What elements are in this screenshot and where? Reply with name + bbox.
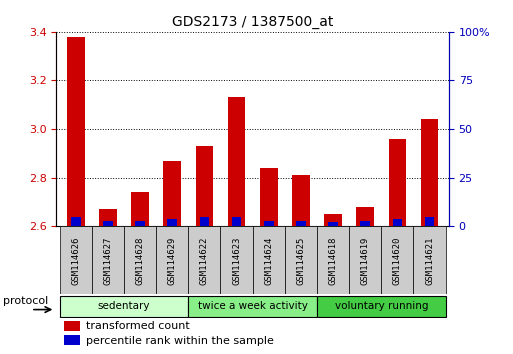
Bar xyxy=(317,226,349,295)
Text: sedentary: sedentary xyxy=(98,301,150,310)
Bar xyxy=(60,226,92,295)
Text: GSM114622: GSM114622 xyxy=(200,236,209,285)
Text: GSM114621: GSM114621 xyxy=(425,236,434,285)
Bar xyxy=(392,218,402,226)
Bar xyxy=(421,119,439,226)
Bar xyxy=(64,335,80,346)
Bar xyxy=(163,161,181,226)
Bar xyxy=(328,222,338,226)
Bar xyxy=(124,226,156,295)
Text: twice a week activity: twice a week activity xyxy=(198,301,308,310)
Bar xyxy=(264,221,273,226)
Text: GSM114626: GSM114626 xyxy=(71,236,80,285)
Bar xyxy=(64,321,80,331)
Bar xyxy=(296,221,306,226)
Bar xyxy=(349,226,381,295)
Bar xyxy=(60,296,188,316)
Text: GSM114623: GSM114623 xyxy=(232,236,241,285)
Bar xyxy=(188,226,221,295)
Bar xyxy=(167,218,177,226)
Bar xyxy=(285,226,317,295)
Bar xyxy=(425,217,435,226)
Text: GSM114619: GSM114619 xyxy=(361,236,370,285)
Bar xyxy=(156,226,188,295)
Text: GSM114625: GSM114625 xyxy=(297,236,305,285)
Bar xyxy=(388,139,406,226)
Bar xyxy=(381,226,413,295)
Bar xyxy=(360,221,370,226)
Bar xyxy=(324,214,342,226)
Bar xyxy=(317,296,446,316)
Bar xyxy=(357,207,374,226)
Bar xyxy=(253,226,285,295)
Bar xyxy=(92,226,124,295)
Bar xyxy=(103,221,113,226)
Bar xyxy=(413,226,446,295)
Text: voluntary running: voluntary running xyxy=(334,301,428,310)
Text: transformed count: transformed count xyxy=(86,321,190,331)
Bar xyxy=(135,221,145,226)
Text: GSM114618: GSM114618 xyxy=(328,236,338,285)
Bar xyxy=(260,168,278,226)
Bar xyxy=(228,97,245,226)
Text: GSM114624: GSM114624 xyxy=(264,236,273,285)
Text: GSM114629: GSM114629 xyxy=(168,236,177,285)
Bar xyxy=(195,146,213,226)
Bar xyxy=(99,209,117,226)
Bar xyxy=(67,37,85,226)
Text: protocol: protocol xyxy=(3,296,48,307)
Bar xyxy=(188,296,317,316)
Bar xyxy=(232,217,242,226)
Text: GSM114620: GSM114620 xyxy=(393,236,402,285)
Bar xyxy=(292,175,310,226)
Text: GSM114627: GSM114627 xyxy=(104,236,112,285)
Text: percentile rank within the sample: percentile rank within the sample xyxy=(86,336,274,346)
Text: GSM114628: GSM114628 xyxy=(135,236,145,285)
Bar xyxy=(221,226,253,295)
Title: GDS2173 / 1387500_at: GDS2173 / 1387500_at xyxy=(172,16,333,29)
Bar xyxy=(200,217,209,226)
Bar xyxy=(131,192,149,226)
Bar xyxy=(71,217,81,226)
